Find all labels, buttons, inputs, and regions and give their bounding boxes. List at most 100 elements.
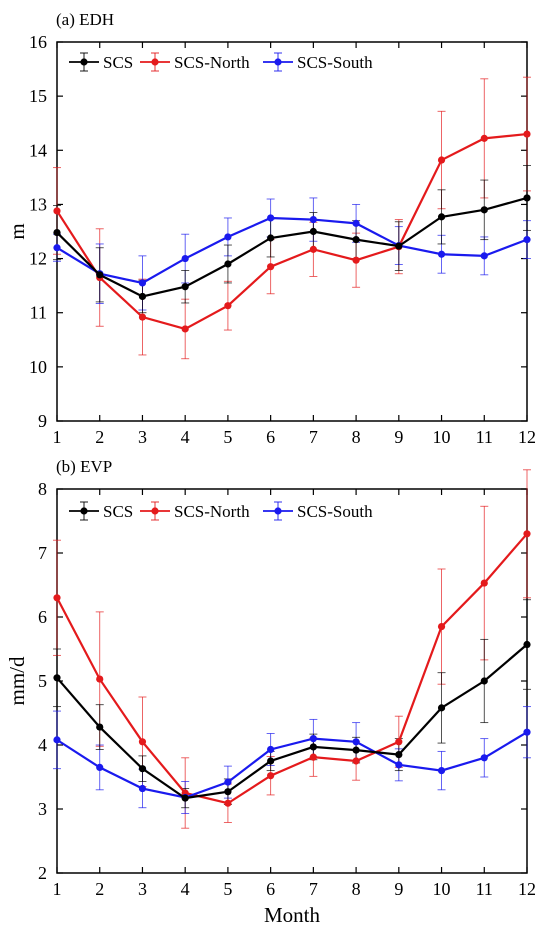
x-tick-label: 3 [138,879,147,899]
data-point [395,242,403,250]
y-tick-label: 6 [38,607,47,627]
y-tick-label: 9 [38,411,47,431]
data-point [181,794,189,802]
data-point [53,594,61,602]
series-line [56,643,528,800]
legend-marker [274,58,282,66]
legend-label: SCS-South [297,502,373,521]
x-tick-label: 12 [518,879,536,899]
y-tick-label: 14 [29,140,47,160]
series-line [56,216,528,285]
data-point [309,743,317,751]
data-point [267,772,275,780]
series-scs [53,164,531,314]
y-tick-label: 8 [38,479,47,499]
series-line [56,533,528,805]
x-tick-label: 9 [394,879,403,899]
x-tick-label: 1 [53,879,62,899]
data-point [181,325,189,333]
data-point [352,746,360,754]
data-point [267,263,275,271]
data-point [53,228,61,237]
x-tick-label: 8 [352,427,361,447]
x-tick-label: 6 [266,427,275,447]
y-axis-label: m [5,223,29,239]
x-tick-label: 2 [95,427,104,447]
legend: SCS SCS-North SCS-South [69,501,373,521]
data-point [138,279,147,287]
data-point [523,530,531,538]
legend-label: SCS [103,53,133,72]
data-point [480,754,488,762]
data-point [138,738,147,746]
data-point [224,233,232,241]
x-tick-label: 7 [309,427,318,447]
x-tick-label: 10 [433,879,451,899]
data-point [309,215,317,224]
x-tick-label: 10 [433,427,451,447]
data-point [523,640,531,649]
series-scs-south [53,706,531,814]
x-tick-label: 5 [223,879,232,899]
legend-label: SCS-South [297,53,373,72]
x-tick-label: 7 [309,879,318,899]
data-point [224,788,232,796]
x-tick-label: 2 [95,879,104,899]
legend-marker [151,58,159,66]
legend-label: SCS-North [174,502,250,521]
y-tick-label: 12 [29,249,47,269]
legend-marker [80,58,88,66]
series-line [56,196,528,298]
legend-label: SCS [103,502,133,521]
panel-label: (b) EVP [56,457,112,476]
data-point [437,704,446,712]
data-point [138,784,147,793]
data-point [523,728,531,736]
data-point [480,252,488,260]
series-scs-north [53,469,531,829]
data-point [181,254,189,263]
y-tick-label: 16 [29,32,47,52]
plot-frame [56,41,528,422]
series-line-scs-south [53,728,531,802]
y-axis-label: mm/d [5,656,29,706]
y-tick-label: 3 [38,799,47,819]
data-point [224,799,232,807]
data-point [437,250,446,258]
data-point [138,765,147,773]
data-point [224,778,232,786]
legend-marker [274,507,282,515]
data-point [437,156,446,164]
series-line-scs [53,194,531,301]
data-point [352,757,360,765]
data-point [352,738,360,746]
y-tick-label: 4 [38,735,47,755]
plot-frame [56,488,528,874]
x-tick-label: 8 [352,879,361,899]
series-line-scs-north [53,130,531,333]
y-tick-label: 2 [38,863,47,883]
data-point [138,292,147,301]
data-point [523,194,531,202]
data-point [224,302,232,310]
series-line-scs-north [53,530,531,807]
data-point [53,244,61,252]
y-tick-label: 15 [29,86,47,106]
data-point [267,214,275,222]
data-point [53,207,61,215]
series-line [56,132,528,331]
data-point [437,767,446,775]
data-point [181,283,189,291]
x-tick-label: 11 [476,879,493,899]
legend-label: SCS-North [174,53,250,72]
data-point [480,134,488,142]
x-tick-label: 12 [518,427,536,447]
series-line-scs-south [53,214,531,287]
data-point [352,219,360,227]
data-point [138,313,147,321]
y-tick-label: 11 [30,303,47,323]
data-point [309,753,317,761]
data-point [480,579,488,587]
